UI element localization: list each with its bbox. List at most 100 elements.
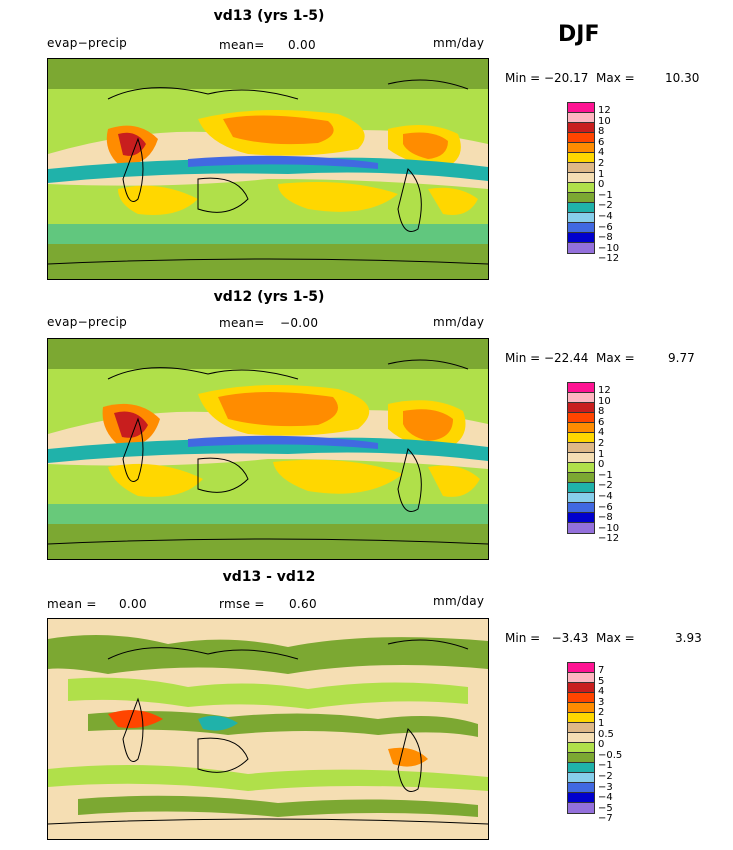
tick-label: 0 [598, 739, 605, 751]
swatch-neg6 [568, 213, 594, 223]
panel-1-units: mm/day [433, 36, 485, 50]
panel-3-mean-label: mean = [47, 597, 97, 611]
tick-label: 4 [598, 686, 605, 698]
swatch-6 [568, 413, 594, 423]
swatch-neg7 [568, 803, 594, 813]
panel-2-mean-value: −0.00 [280, 316, 319, 330]
panel-1-max-value: 10.30 [665, 71, 700, 85]
panel-1-map [47, 58, 489, 280]
tick-label: 1 [598, 168, 605, 180]
swatch-neg1 [568, 753, 594, 763]
panel-2-title: vd12 (yrs 1-5) [213, 289, 325, 305]
swatch-0 [568, 453, 594, 463]
swatch-neg1 [568, 463, 594, 473]
tick-label: −4 [598, 490, 613, 502]
swatch-4 [568, 423, 594, 433]
panel-3-map [47, 618, 489, 840]
swatch-0 [568, 733, 594, 743]
panel-1-mean-label: mean= [219, 38, 265, 52]
panel-2-variable-label: evap−precip [47, 315, 128, 329]
tick-label: 1 [598, 448, 605, 460]
panel-2-min-max-label: Min = −22.44 Max = [505, 351, 635, 365]
tick-label: −10 [598, 242, 620, 254]
panel-1-min-max-label: Min = −20.17 Max = [505, 71, 635, 85]
tick-label: 10 [598, 115, 611, 127]
tick-label: 4 [598, 427, 605, 439]
tick-label: −12 [598, 253, 620, 265]
tick-label: 7 [598, 665, 605, 676]
tick-label: 1 [598, 717, 605, 729]
tick-label: −6 [598, 221, 613, 233]
panel-3-max-value: 3.93 [675, 631, 702, 645]
panel-3-colorbar [567, 662, 595, 814]
tick-label: 0 [598, 179, 605, 191]
swatch-1 [568, 163, 594, 173]
panel-3-min-max-label: Min = −3.43 Max = [505, 631, 635, 645]
tick-label: 5 [598, 675, 605, 687]
tick-label: −12 [598, 533, 620, 545]
swatch-4 [568, 683, 594, 693]
swatch-neg2 [568, 763, 594, 773]
tick-label: 12 [598, 105, 611, 116]
tick-label: −1 [598, 189, 613, 201]
tick-label: 8 [598, 126, 605, 138]
swatch-5 [568, 673, 594, 683]
tick-label: −2 [598, 770, 613, 782]
tick-label: −1 [598, 469, 613, 481]
tick-label: 2 [598, 437, 605, 449]
panel-2-max-value: 9.77 [668, 351, 695, 365]
swatch-10 [568, 113, 594, 123]
swatch-2 [568, 433, 594, 443]
panel-1-variable-label: evap−precip [47, 36, 128, 50]
tick-label: 0 [598, 459, 605, 471]
tick-label: −4 [598, 792, 613, 804]
panel-2-map [47, 338, 489, 560]
swatch-neg10 [568, 233, 594, 243]
panel-3-rmse-label: rmse = [219, 597, 265, 611]
panel-3-units: mm/day [433, 594, 485, 608]
swatch-neg4 [568, 483, 594, 493]
swatch-6 [568, 133, 594, 143]
season-label: DJF [558, 22, 600, 47]
tick-label: 0.5 [598, 728, 614, 740]
tick-label: −10 [598, 522, 620, 534]
swatch-0-5 [568, 723, 594, 733]
tick-label: 6 [598, 136, 605, 148]
swatch-3 [568, 693, 594, 703]
swatch-4 [568, 143, 594, 153]
swatch-neg4 [568, 203, 594, 213]
panel-1-colorbar [567, 102, 595, 254]
swatch-7 [568, 663, 594, 673]
swatch-12 [568, 383, 594, 393]
panel-3-colorbar-ticks: 7 5 4 3 2 1 0.5 0 −0.5 −1 −2 −3 −4 −5 −7 [598, 666, 622, 825]
panel-2-mean-label: mean= [219, 316, 265, 330]
swatch-neg2 [568, 473, 594, 483]
swatch-12 [568, 103, 594, 113]
swatch-10 [568, 393, 594, 403]
swatch-neg3 [568, 773, 594, 783]
tick-label: −5 [598, 802, 613, 814]
swatch-8 [568, 403, 594, 413]
swatch-neg2 [568, 193, 594, 203]
tick-label: 2 [598, 707, 605, 719]
swatch-neg1 [568, 183, 594, 193]
tick-label: −3 [598, 781, 613, 793]
tick-label: 4 [598, 147, 605, 159]
tick-label: −1 [598, 760, 613, 772]
panel-1-title: vd13 (yrs 1-5) [213, 8, 325, 24]
tick-label: 3 [598, 696, 605, 708]
tick-label: −2 [598, 480, 613, 492]
tick-label: −4 [598, 210, 613, 222]
tick-label: 8 [598, 406, 605, 418]
panel-2-colorbar-ticks: 12 10 8 6 4 2 1 0 −1 −2 −4 −6 −8 −10 −12 [598, 386, 619, 545]
swatch-2 [568, 703, 594, 713]
swatch-neg12 [568, 243, 594, 253]
tick-label: −7 [598, 813, 613, 825]
swatch-neg12 [568, 523, 594, 533]
panel-1-colorbar-ticks: 12 10 8 6 4 2 1 0 −1 −2 −4 −6 −8 −10 −12 [598, 106, 619, 265]
tick-label: 2 [598, 157, 605, 169]
panel-3-title: vd13 - vd12 [222, 569, 316, 585]
swatch-neg8 [568, 503, 594, 513]
tick-label: 12 [598, 385, 611, 396]
tick-label: 10 [598, 395, 611, 407]
